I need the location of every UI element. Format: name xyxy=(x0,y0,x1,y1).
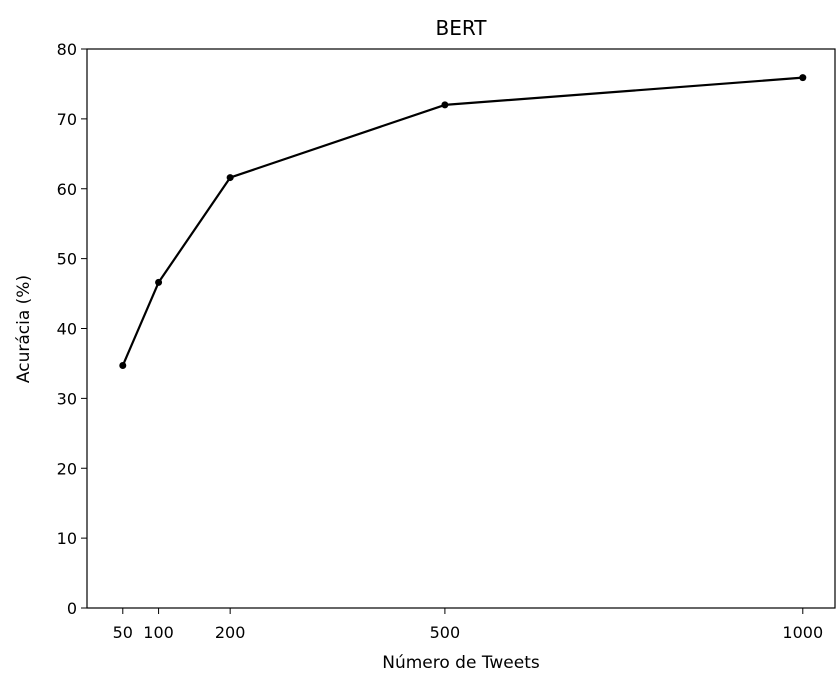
data-point xyxy=(441,101,449,109)
y-axis: 0 10 20 30 40 50 60 70 80 xyxy=(57,40,87,618)
data-point xyxy=(799,74,807,82)
x-tick-label: 200 xyxy=(215,623,246,642)
y-axis-label: Acurácia (%) xyxy=(14,275,34,383)
y-tick-label: 10 xyxy=(57,529,77,548)
y-tick-label: 0 xyxy=(67,599,77,618)
y-tick-label: 30 xyxy=(57,389,77,408)
y-tick-label: 40 xyxy=(57,320,77,339)
plot-frame xyxy=(86,48,836,609)
y-tick-label: 70 xyxy=(57,110,77,129)
data-point xyxy=(119,362,127,370)
x-tick-label: 100 xyxy=(143,623,174,642)
x-tick-label: 500 xyxy=(430,623,461,642)
series-layer xyxy=(119,74,807,370)
data-point xyxy=(155,278,163,286)
y-tick-label: 60 xyxy=(57,180,77,199)
series-line xyxy=(121,76,803,366)
x-axis: 50 100 200 500 1000 xyxy=(113,608,823,642)
y-tick-label: 50 xyxy=(57,250,77,269)
x-tick-label: 50 xyxy=(113,623,133,642)
x-axis-label: Número de Tweets xyxy=(382,653,540,673)
y-tick-label: 80 xyxy=(57,40,77,59)
data-point xyxy=(226,174,234,182)
x-tick-label: 1000 xyxy=(782,623,823,642)
y-tick-label: 20 xyxy=(57,459,77,478)
chart-title: BERT xyxy=(435,16,487,40)
